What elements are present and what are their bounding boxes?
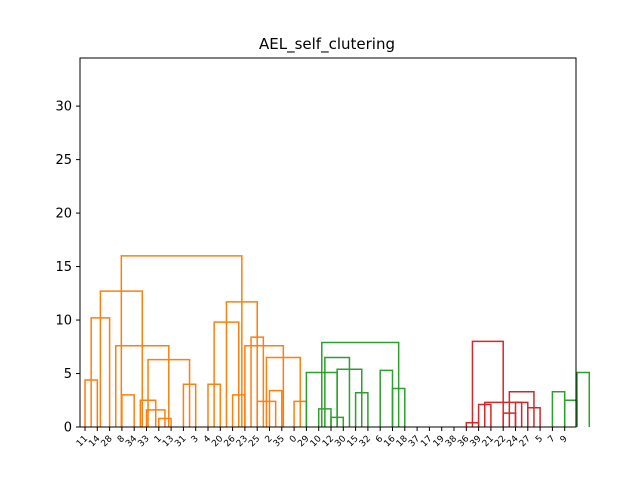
leaf-label: 7 xyxy=(546,434,557,445)
leaf-label: 31 xyxy=(173,434,188,449)
dendrogram-link xyxy=(324,356,351,427)
leaf-label: 2 xyxy=(263,434,274,445)
leaf-label: 5 xyxy=(534,434,545,445)
plot-frame xyxy=(79,57,577,428)
dendrogram-link xyxy=(321,341,400,427)
leaf-label: 27 xyxy=(518,434,533,449)
dendrogram-link xyxy=(121,394,135,427)
chart-title: AEL_self_clutering xyxy=(259,35,395,54)
y-axis: 0 5 10 15 20 25 30 xyxy=(55,100,80,436)
y-tick-label: 25 xyxy=(55,153,72,168)
dendrogram-link xyxy=(563,399,578,427)
leaf-label: 28 xyxy=(100,434,115,449)
leaf-label: 6 xyxy=(374,434,385,445)
dendrogram-links xyxy=(84,255,591,427)
y-tick-label: 10 xyxy=(55,314,72,329)
dendrogram-link xyxy=(120,255,243,427)
y-tick-label: 30 xyxy=(55,100,72,115)
leaf-label: 33 xyxy=(136,434,151,449)
leaf-label: 32 xyxy=(358,434,373,449)
leaf-label: 35 xyxy=(272,434,287,449)
leaf-label: 0 xyxy=(288,434,299,445)
y-tick-label: 15 xyxy=(55,260,72,275)
leaf-label: 9 xyxy=(559,434,570,445)
leaf-label: 8 xyxy=(116,434,127,445)
y-tick-label: 20 xyxy=(55,207,72,222)
leaf-label: 3 xyxy=(190,434,201,445)
dendrogram-link xyxy=(244,344,285,427)
y-tick-label: 0 xyxy=(64,421,72,436)
dendrogram-link xyxy=(508,390,535,427)
leaf-label: 25 xyxy=(247,434,262,449)
leaf-label: 4 xyxy=(202,434,213,445)
dendrogram-link xyxy=(551,390,566,427)
dendrogram-link xyxy=(379,369,394,427)
y-tick-label: 5 xyxy=(64,367,72,382)
leaf-label: 1 xyxy=(153,434,164,445)
dendrogram-link xyxy=(576,371,591,427)
dendrogram-link xyxy=(268,389,283,427)
dendrogram-link xyxy=(471,340,504,427)
